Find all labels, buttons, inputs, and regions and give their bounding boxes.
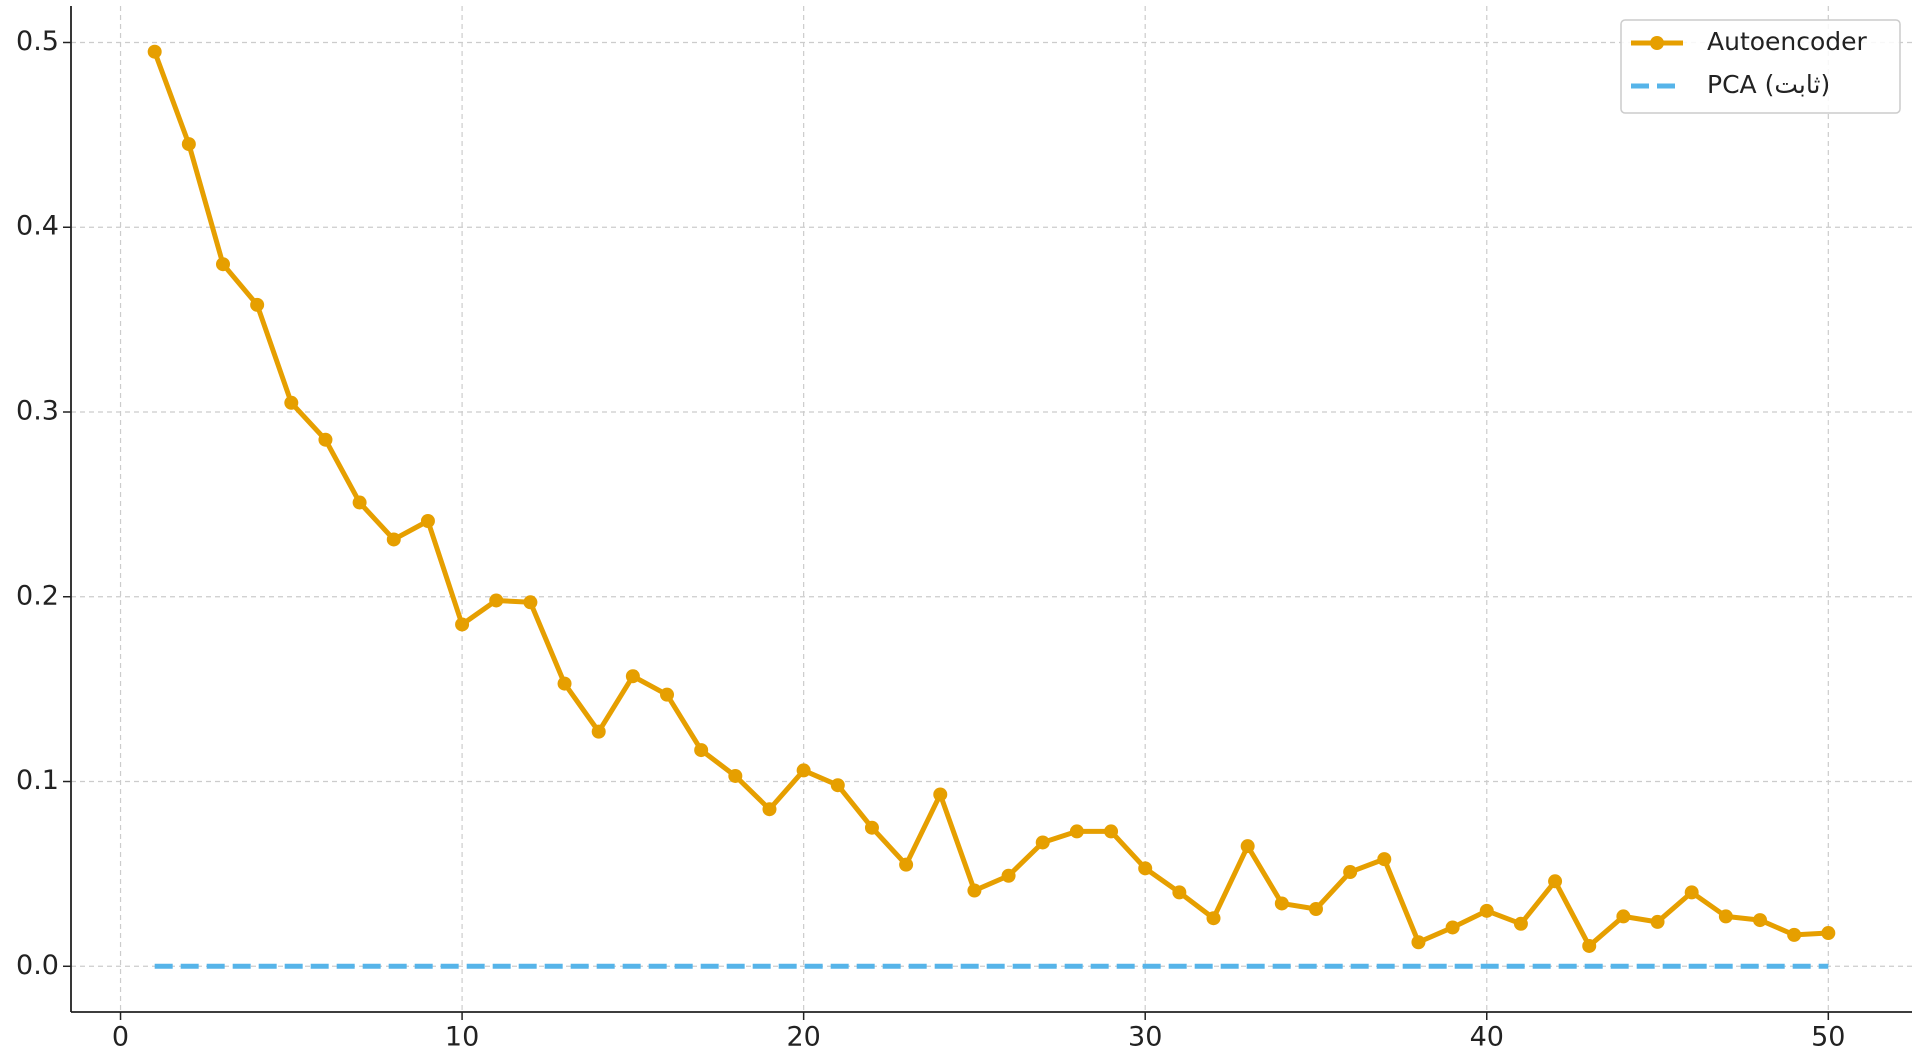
data-point [830,778,845,793]
data-point [1582,938,1597,953]
x-tick-label: 40 [1470,1022,1504,1052]
data-point [1513,916,1528,931]
data-point [455,617,470,632]
data-point [625,669,640,684]
data-point [1684,885,1699,900]
data-point [386,532,401,547]
x-tick-label: 30 [1128,1022,1162,1052]
data-point [1718,909,1733,924]
data-point [181,137,196,152]
data-point [352,495,367,510]
data-point [1240,839,1255,854]
data-point [1787,927,1802,942]
data-point [1411,935,1426,950]
data-point [1479,903,1494,918]
x-tick-label: 20 [786,1022,820,1052]
data-point [762,802,777,817]
data-point [318,432,333,447]
data-point [660,687,675,702]
data-point [1069,824,1084,839]
series-line [152,50,1829,949]
data-point [728,768,743,783]
data-point [1001,868,1016,883]
data-point [694,743,709,758]
data-point [796,763,811,778]
data-point [1821,926,1836,941]
data-point [215,257,230,272]
data-point [489,593,504,608]
data-point [1343,865,1358,880]
data-point [557,676,572,691]
y-tick-label: 0.4 [16,211,59,242]
data-point [1377,852,1392,867]
y-tick-label: 0.1 [16,765,59,796]
data-point [250,297,265,312]
data-point [1035,835,1050,850]
data-point [864,820,879,835]
data-point [1753,913,1768,928]
data-point [967,883,982,898]
y-tick-label: 0.5 [16,26,59,57]
y-tick-label: 0.3 [16,396,59,427]
data-point [1650,914,1665,929]
y-tick-label: 0.2 [16,580,59,611]
data-point [284,395,299,410]
legend-label: Autoencoder [1707,27,1868,56]
data-point [1274,896,1289,911]
data-point [1104,824,1119,839]
data-point [1206,911,1221,926]
data-point [147,44,162,59]
x-tick-label: 50 [1811,1022,1845,1052]
data-point [1138,861,1153,876]
legend-label: PCA (ثابت) [1707,70,1830,99]
data-point [1616,909,1631,924]
legend-marker [1650,36,1664,50]
x-tick-label: 0 [112,1022,129,1052]
data-point [420,514,435,529]
data-point [1172,885,1187,900]
data-point [1308,901,1323,916]
legend-box [1620,19,1901,114]
data-point [1548,874,1563,889]
y-tick-label: 0.0 [16,950,59,981]
legend: Autoencoder PCA (ثابت) [1620,19,1901,114]
data-point [933,787,948,802]
data-point [591,724,606,739]
x-tick-label: 10 [445,1022,479,1052]
data-point [899,857,914,872]
data-point [1445,920,1460,935]
data-point [523,595,538,610]
